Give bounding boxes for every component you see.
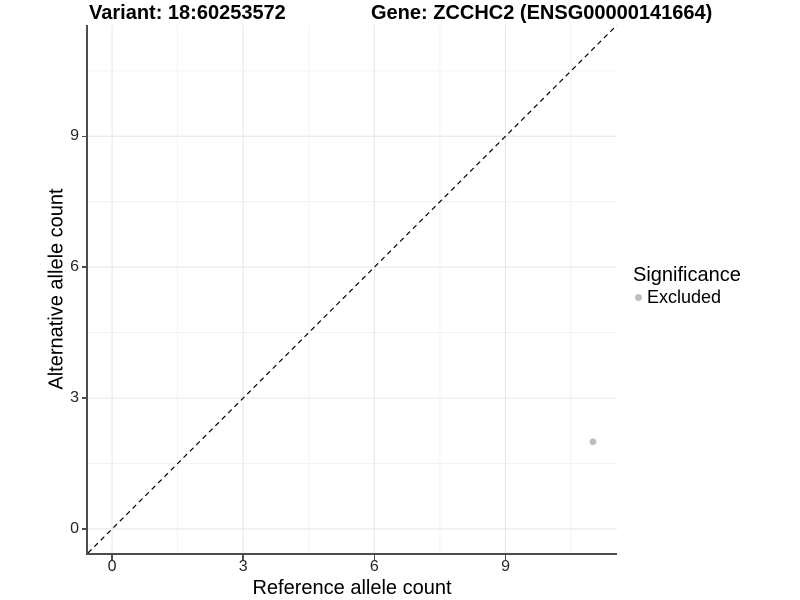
x-axis-title: Reference allele count: [252, 577, 452, 599]
y-tick-mark: [81, 528, 86, 530]
x-tick-label: 9: [501, 558, 510, 575]
y-tick-label: 9: [70, 127, 79, 145]
x-tick-mark: [111, 555, 113, 560]
plot-title-variant: Variant: 18:60253572: [89, 2, 286, 24]
y-tick-mark: [81, 135, 86, 138]
legend-item-excluded: Excluded: [635, 287, 741, 308]
x-tick-label: 0: [107, 558, 117, 575]
plot-area-svg: [88, 25, 617, 553]
y-tick-label: 6: [70, 258, 79, 276]
plot-title-gene: Gene: ZCCHC2 (ENSG00000141664): [371, 2, 713, 24]
x-tick-label: 6: [369, 558, 379, 575]
legend-item-label: Excluded: [647, 287, 722, 307]
x-tick-mark: [504, 555, 507, 560]
x-tick-mark: [373, 555, 376, 560]
x-tick-label: 3: [238, 558, 248, 575]
data-point: [589, 438, 597, 446]
legend: Significance Excluded: [633, 264, 741, 308]
legend-key-dot-icon: [635, 294, 642, 301]
legend-title: Significance: [633, 264, 741, 286]
plot-panel: [86, 25, 617, 555]
x-tick-mark: [242, 555, 244, 560]
y-tick-label: 3: [70, 389, 79, 407]
y-tick-mark: [81, 397, 86, 399]
identity-line: [88, 25, 617, 553]
y-tick-mark: [81, 266, 86, 268]
y-tick-label: 0: [70, 520, 79, 537]
y-axis-title: Alternative allele count: [45, 188, 68, 390]
